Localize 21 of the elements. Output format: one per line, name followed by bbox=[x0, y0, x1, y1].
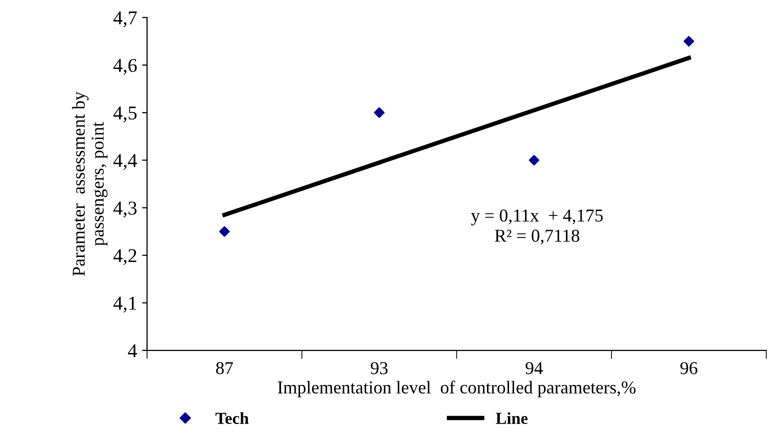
point bbox=[219, 226, 230, 237]
x-tick-label: 87 bbox=[216, 362, 233, 374]
y-tick-label: 4,7 bbox=[113, 11, 137, 28]
x-tick-label: 96 bbox=[680, 362, 698, 374]
point bbox=[528, 154, 540, 166]
y-tick-label: 4,4 bbox=[113, 154, 138, 170]
legend-label: Line bbox=[496, 412, 528, 424]
x-tick-label: 94 bbox=[526, 362, 543, 374]
y-tick-label: 4,2 bbox=[113, 249, 136, 266]
point bbox=[684, 36, 694, 47]
y-tick-label: 4,3 bbox=[113, 202, 137, 218]
y-axis-title: Parameter assessment by passengers, point bbox=[72, 92, 108, 276]
y-tick-label: 4 bbox=[128, 344, 138, 358]
y-tick-label: 4,6 bbox=[113, 58, 137, 75]
x-axis-title: Implementation level of controlled parameters,% bbox=[278, 380, 636, 398]
legend-label: Tech bbox=[216, 412, 249, 424]
x-tick-label: 93 bbox=[370, 362, 388, 374]
annotation: y = 0,11x + 4,175 R² = 0,7118 bbox=[471, 209, 603, 244]
point bbox=[374, 107, 385, 118]
y-tick-label: 4,5 bbox=[113, 106, 137, 122]
y-tick-label: 4,1 bbox=[113, 296, 136, 313]
